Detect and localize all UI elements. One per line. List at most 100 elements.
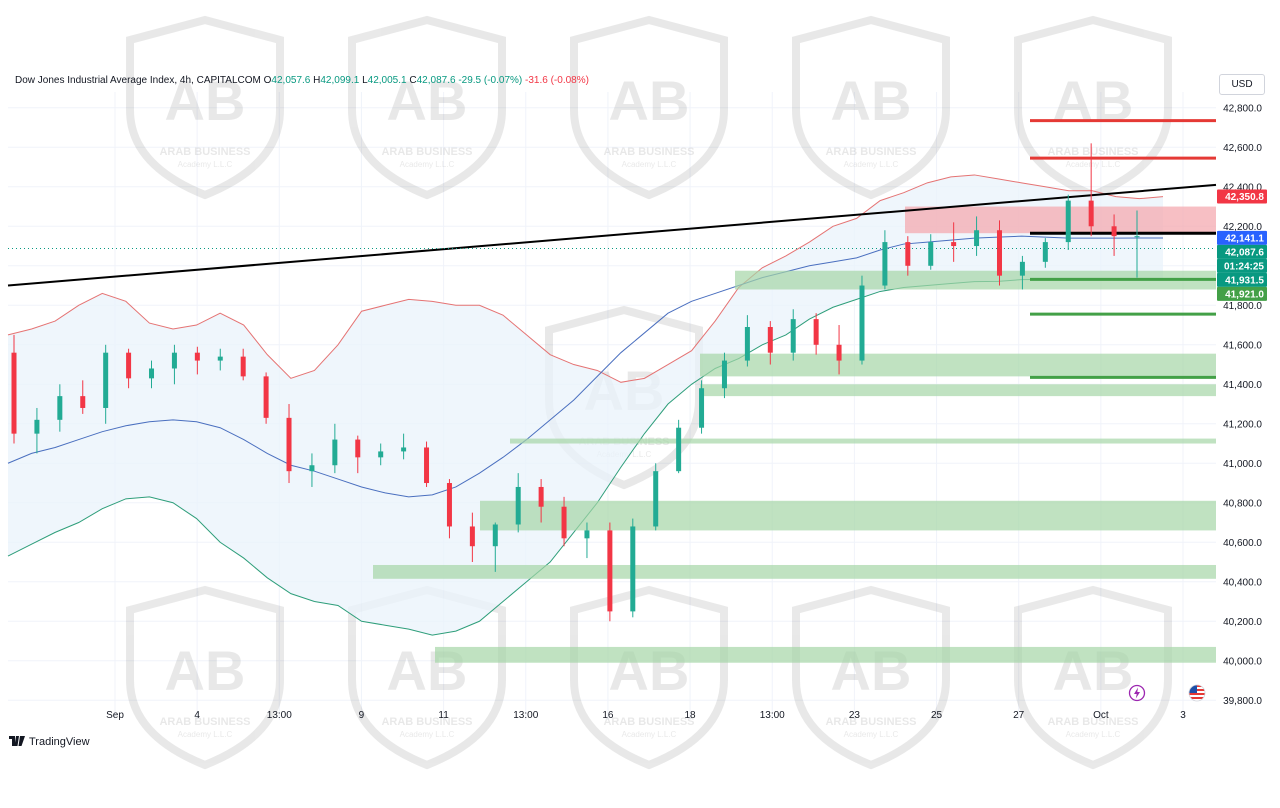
levels xyxy=(7,119,1217,379)
x-tick-label: 13:00 xyxy=(513,710,538,721)
legend-header: Dow Jones Industrial Average Index, 4h, … xyxy=(15,75,589,86)
watermark-sub: Academy L.L.C xyxy=(622,730,677,739)
y-tick-label: 40,000.0 xyxy=(1223,656,1262,667)
candle-body xyxy=(80,396,86,408)
price-label-box xyxy=(1217,230,1267,245)
candle-body xyxy=(744,327,750,361)
low-label: L xyxy=(362,75,368,86)
x-tick-label: 9 xyxy=(359,710,365,721)
watermark-shield xyxy=(1014,585,1172,770)
demand-zone xyxy=(700,353,1216,377)
symbol-title[interactable]: Dow Jones Industrial Average Index, 4h, … xyxy=(15,75,261,86)
candle-body xyxy=(171,352,177,369)
x-tick-label: 13:00 xyxy=(760,710,785,721)
watermark-mark: AB xyxy=(1053,69,1134,132)
tradingview-branding[interactable]: TradingView xyxy=(9,735,90,749)
candle-body xyxy=(790,319,796,353)
candles xyxy=(11,143,1140,622)
x-tick-label: 16 xyxy=(602,710,614,721)
watermark-shield xyxy=(570,15,728,200)
watermark-shield xyxy=(570,585,728,770)
demand-zone xyxy=(700,384,1216,397)
flash-icon[interactable] xyxy=(1128,684,1146,702)
candle-body xyxy=(492,524,498,547)
candle-body xyxy=(103,352,109,408)
candle-body xyxy=(469,526,475,547)
low-value: 42,005.1 xyxy=(367,75,407,86)
candle-body xyxy=(34,419,40,434)
close-label: C xyxy=(409,75,417,86)
watermark-mark: AB xyxy=(609,69,690,132)
watermark-logo: AB ARAB BUSINESS Academy L.L.C xyxy=(570,15,728,200)
change-value-2: -31.6 (-0.08%) xyxy=(525,75,589,86)
x-tick-label: 4 xyxy=(194,710,200,721)
candle-body xyxy=(974,230,980,247)
watermark-brand: ARAB BUSINESS xyxy=(1047,716,1138,728)
candle-body xyxy=(607,530,613,612)
candle-body xyxy=(240,356,246,377)
price-labels: 42,350.8 42,141.1 42,087.6 01:24:25 41,931.5… xyxy=(1217,189,1267,301)
x-tick-label: 18 xyxy=(685,710,697,721)
us-flag-icon-svg xyxy=(1188,684,1206,702)
demand-zone xyxy=(480,500,1216,531)
candle-body xyxy=(378,451,384,458)
candle-body xyxy=(653,471,659,527)
watermark-sub: Academy L.L.C xyxy=(844,160,899,169)
demand-zone xyxy=(373,564,1216,579)
candle-body xyxy=(424,447,430,484)
candle-body xyxy=(286,417,292,472)
candle-body xyxy=(11,352,17,434)
candle-body xyxy=(699,388,705,428)
y-tick-label: 41,800.0 xyxy=(1223,301,1262,312)
watermark-brand: ARAB BUSINESS xyxy=(1047,146,1138,158)
candle-body xyxy=(355,439,361,458)
watermark-sub: Academy L.L.C xyxy=(400,160,455,169)
watermark-brand: ARAB BUSINESS xyxy=(159,146,250,158)
watermark-sub: Academy L.L.C xyxy=(400,730,455,739)
candle-body xyxy=(584,530,590,539)
x-tick-label: 3 xyxy=(1180,710,1186,721)
candle-body xyxy=(836,344,842,361)
price-label-box xyxy=(1217,286,1267,301)
candle-body xyxy=(1019,261,1025,276)
watermark-mark: AB xyxy=(387,69,468,132)
watermark-sub: Academy L.L.C xyxy=(1066,730,1121,739)
change-value: -29.5 (-0.07%) xyxy=(458,75,523,86)
price-label-box xyxy=(1217,258,1267,273)
candle-body xyxy=(1088,200,1094,227)
candle-body xyxy=(126,352,132,379)
y-tick-label: 40,400.0 xyxy=(1223,577,1262,588)
candle-body xyxy=(263,376,269,418)
price-label-text: 41,931.5 xyxy=(1225,275,1264,286)
bollinger-fill xyxy=(8,174,1163,636)
price-label-text: 42,350.8 xyxy=(1225,192,1264,203)
candle-body xyxy=(217,356,223,361)
watermark-shield xyxy=(348,585,506,770)
watermark-logo: AB ARAB BUSINESS Academy L.L.C xyxy=(792,15,950,200)
price-label-text: 01:24:25 xyxy=(1224,261,1264,272)
y-tick-label: 42,600.0 xyxy=(1223,143,1262,154)
watermark-mark: AB xyxy=(165,639,246,702)
price-label-box xyxy=(1217,272,1267,287)
price-label-text: 42,087.6 xyxy=(1225,247,1264,258)
us-flag-icon[interactable] xyxy=(1188,684,1206,702)
x-axis: Sep 4 13:00 9 11 13:00 16 18 13:00 23 25 27 Oct 3 xyxy=(106,710,1186,721)
y-tick-label: 42,800.0 xyxy=(1223,103,1262,114)
y-tick-label: 41,200.0 xyxy=(1223,419,1262,430)
watermark-mark: AB xyxy=(831,69,912,132)
candle-body xyxy=(149,368,155,379)
y-tick-label: 41,400.0 xyxy=(1223,380,1262,391)
x-tick-label: 13:00 xyxy=(267,710,292,721)
x-tick-label: Sep xyxy=(106,710,124,721)
candle-body xyxy=(538,486,544,507)
price-label-text: 42,141.1 xyxy=(1225,233,1264,244)
demand-zone xyxy=(735,270,1216,290)
candle-body xyxy=(1042,242,1048,262)
currency-selector[interactable]: USD xyxy=(1219,74,1265,95)
watermark-sub: Academy L.L.C xyxy=(622,160,677,169)
close-value: 42,087.6 xyxy=(416,75,456,86)
watermark-sub: Academy L.L.C xyxy=(178,730,233,739)
candle-body xyxy=(1065,200,1071,243)
